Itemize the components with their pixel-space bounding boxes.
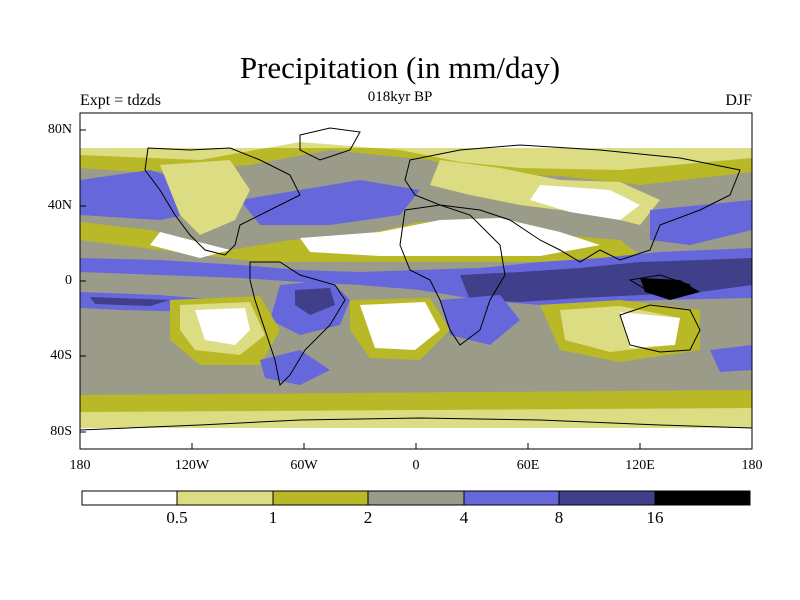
lat-label-80n: 80N bbox=[47, 122, 72, 137]
nw-pacific-storm-track bbox=[650, 200, 752, 245]
colorbar-label-4: 4 bbox=[459, 508, 469, 527]
australia-dry bbox=[620, 312, 680, 348]
lon-label-180e: 180 bbox=[741, 458, 763, 473]
south-america-coast bbox=[249, 261, 346, 387]
indonesia-coast bbox=[628, 274, 691, 296]
sahara-dry bbox=[300, 218, 600, 256]
lat-label-40s: 40S bbox=[50, 348, 72, 363]
colorbar-label-8: 8 bbox=[554, 508, 564, 527]
season-label: DJF bbox=[725, 92, 752, 109]
lon-label-120e: 120E bbox=[625, 458, 655, 473]
south-africa-convection bbox=[440, 295, 520, 345]
colorbar-bin-0 bbox=[81, 490, 178, 506]
colorbar-bin-3 bbox=[367, 490, 465, 506]
lat-label-eq: 0 bbox=[65, 273, 72, 288]
new-zealand-storm bbox=[710, 345, 752, 372]
spcz-core bbox=[90, 297, 170, 306]
lat-label-40n: 40N bbox=[47, 198, 72, 213]
north-atlantic-storm-track bbox=[240, 180, 420, 225]
australia-coast bbox=[619, 304, 701, 353]
africa-coast bbox=[399, 204, 506, 346]
colorbar-bin-5 bbox=[558, 490, 656, 506]
colorbar-label-0-5: 0.5 bbox=[166, 508, 188, 527]
arctic-dry bbox=[80, 113, 752, 148]
north-america-light bbox=[160, 160, 250, 235]
lon-label-120w: 120W bbox=[174, 458, 210, 473]
colorbar-bin-6 bbox=[654, 490, 751, 506]
greenland-coast bbox=[299, 127, 361, 161]
north-america-coast bbox=[144, 147, 301, 256]
south-atlantic-dry bbox=[360, 302, 440, 350]
map-title: Precipitation (in mm/day) bbox=[239, 50, 561, 85]
se-pacific-dry bbox=[195, 308, 250, 345]
precipitation-field bbox=[80, 113, 752, 449]
experiment-label: Expt = tdzds bbox=[80, 92, 162, 109]
colorbar bbox=[81, 490, 751, 506]
lon-label-60e: 60E bbox=[516, 458, 540, 473]
colorbar-label-16: 16 bbox=[646, 508, 664, 527]
antarctica-coast bbox=[80, 417, 752, 431]
colorbar-bin-4 bbox=[463, 490, 560, 506]
amazon-heavy bbox=[295, 288, 335, 315]
lon-label-0: 0 bbox=[412, 458, 420, 473]
axis-ticks bbox=[80, 129, 641, 449]
colorbar-label-1: 1 bbox=[268, 508, 278, 527]
central-asia-dry bbox=[530, 185, 640, 220]
coastlines bbox=[80, 127, 752, 431]
lon-label-60w: 60W bbox=[290, 458, 318, 473]
antarctic-dry bbox=[80, 428, 752, 449]
eurasia-coast bbox=[404, 144, 741, 263]
lat-label-80s: 80S bbox=[50, 424, 72, 439]
colorbar-bin-2 bbox=[272, 490, 369, 506]
lon-label-180w: 180 bbox=[69, 458, 91, 473]
colorbar-label-2: 2 bbox=[363, 508, 373, 527]
colorbar-bin-1 bbox=[176, 490, 274, 506]
period-label: 018kyr BP bbox=[367, 89, 433, 105]
